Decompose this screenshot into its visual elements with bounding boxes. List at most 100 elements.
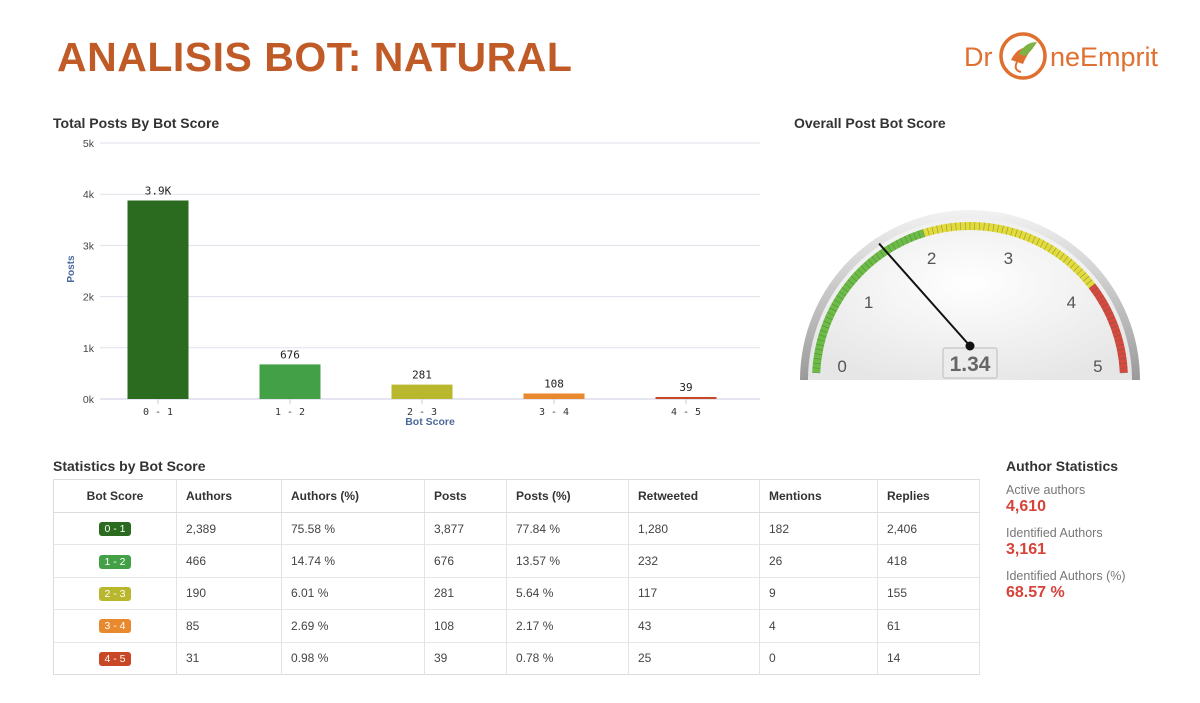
table-row: 0 - 1 2,389 75.58 % 3,877 77.84 % 1,280 182 2,4…: [53, 511, 980, 545]
table-cell: 2.69 %: [281, 609, 425, 643]
gauge-minor-tick: [983, 222, 985, 231]
table-cell: 31: [176, 641, 282, 675]
gauge-minor-tick: [1109, 320, 1117, 325]
gauge-minor-tick: [1047, 245, 1053, 253]
gauge-minor-tick: [940, 224, 944, 233]
gauge-minor-tick: [904, 236, 909, 244]
gauge-minor-tick: [922, 229, 926, 238]
gauge-minor-tick: [864, 262, 871, 269]
gauge-minor-tick: [926, 227, 930, 236]
table-cell: 14: [877, 641, 980, 675]
gauge-minor-tick: [1098, 299, 1107, 304]
gauge-minor-tick: [1088, 283, 1096, 289]
y-tick-label: 4k: [83, 189, 95, 201]
bar-data-label: 39: [679, 381, 692, 394]
gauge-minor-tick: [1035, 238, 1041, 246]
gauge-face: [808, 218, 1132, 380]
column-header[interactable]: Authors: [176, 479, 282, 513]
gauge-minor-tick: [992, 223, 995, 232]
table-cell: 0: [759, 641, 878, 675]
gauge-minor-tick: [836, 295, 844, 300]
table-cell: 5.64 %: [506, 576, 629, 610]
logo-text-left: Dr: [964, 42, 993, 72]
gauge-minor-tick: [1093, 291, 1101, 297]
table-cell: 39: [424, 641, 507, 675]
logo-text-right: neEmprit: [1050, 42, 1159, 72]
column-header[interactable]: Authors (%): [281, 479, 425, 513]
table-cell: 14.74 %: [281, 544, 425, 578]
x-tick-label: 2 - 3: [407, 407, 437, 418]
table-cell: 232: [628, 544, 760, 578]
gauge-tick-label: 0: [837, 357, 846, 376]
y-tick-label: 0k: [83, 394, 95, 406]
gauge-minor-tick: [1005, 226, 1009, 235]
gauge-minor-tick: [1096, 295, 1104, 300]
gauge-tick-label: 1: [864, 293, 873, 312]
page-title: ANALISIS BOT: NATURAL: [57, 34, 573, 80]
table-cell: 155: [877, 576, 980, 610]
gauge-minor-tick: [1116, 348, 1125, 351]
column-header[interactable]: Mentions: [759, 479, 878, 513]
gauge-minor-tick: [1114, 339, 1123, 342]
column-header[interactable]: Replies: [877, 479, 980, 513]
gauge-minor-tick: [860, 265, 867, 272]
gauge-minor-tick: [817, 339, 826, 342]
gauge-minor-tick: [1112, 329, 1121, 333]
gauge-band: [1088, 283, 1128, 373]
bot-score-gauge: 0 1 2 3 4 5 1.34: [800, 210, 1140, 380]
bar-chart-title: Total Posts By Bot Score: [53, 115, 220, 131]
gauge-minor-tick: [1031, 236, 1036, 244]
column-header[interactable]: Posts: [424, 479, 507, 513]
bar-data-label: 3.9K: [145, 184, 172, 197]
table-cell: 13.57 %: [506, 544, 629, 578]
gauge-minor-tick: [1040, 240, 1045, 248]
gauge-minor-tick: [847, 279, 855, 286]
table-cell: 3,877: [424, 511, 507, 545]
identified-authors-label: Identified Authors: [1006, 526, 1103, 540]
table-cell: 1,280: [628, 511, 760, 545]
gauge-minor-tick: [1105, 311, 1113, 316]
gauge-value-label: 1.34: [950, 353, 991, 376]
gauge-minor-tick: [831, 303, 839, 308]
column-header[interactable]: Posts (%): [506, 479, 629, 513]
gauge-minor-tick: [1073, 265, 1080, 272]
gauge-needle: [878, 242, 971, 347]
gauge-needle-pivot: [965, 341, 975, 351]
gauge-minor-tick: [879, 250, 885, 258]
gauge-minor-tick: [1076, 268, 1083, 275]
column-header[interactable]: Bot Score: [53, 479, 177, 513]
gauge-minor-tick: [908, 234, 913, 242]
x-tick-label: 1 - 2: [275, 407, 305, 418]
column-header[interactable]: Retweeted: [628, 479, 760, 513]
table-cell: 85: [176, 609, 282, 643]
gauge-minor-tick: [1115, 343, 1124, 347]
gauge-minor-tick: [850, 275, 858, 282]
table-cell: 75.58 %: [281, 511, 425, 545]
table-cell: 2,389: [176, 511, 282, 545]
gauge-title: Overall Post Bot Score: [794, 115, 946, 131]
bar: [523, 393, 585, 399]
table-row: 2 - 3 190 6.01 % 281 5.64 % 117 9 155: [53, 576, 980, 610]
stats-table-title: Statistics by Bot Score: [53, 458, 206, 474]
gauge-minor-tick: [1101, 303, 1109, 308]
table-cell: 25: [628, 641, 760, 675]
bar: [259, 364, 321, 399]
gauge-minor-tick: [1113, 334, 1122, 338]
table-cell: 0.78 %: [506, 641, 629, 675]
active-authors-value: 4,610: [1006, 498, 1047, 515]
score-badge: 2 - 3: [99, 586, 131, 601]
bar: [127, 200, 189, 399]
gauge-minor-tick: [813, 357, 822, 360]
gauge-minor-tick: [825, 316, 833, 321]
x-tick-label: 4 - 5: [671, 407, 701, 418]
gauge-minor-tick: [1119, 367, 1128, 369]
identified-authors-value: 3,161: [1006, 541, 1047, 558]
y-tick-label: 2k: [83, 292, 95, 304]
gauge-minor-tick: [1059, 253, 1065, 260]
gauge-minor-tick: [1014, 229, 1018, 238]
active-authors-label: Active authors: [1006, 483, 1086, 497]
table-cell: 6.01 %: [281, 576, 425, 610]
table-cell: 466: [176, 544, 282, 578]
gauge-minor-tick: [1069, 262, 1076, 269]
gauge-minor-tick: [1023, 232, 1027, 241]
